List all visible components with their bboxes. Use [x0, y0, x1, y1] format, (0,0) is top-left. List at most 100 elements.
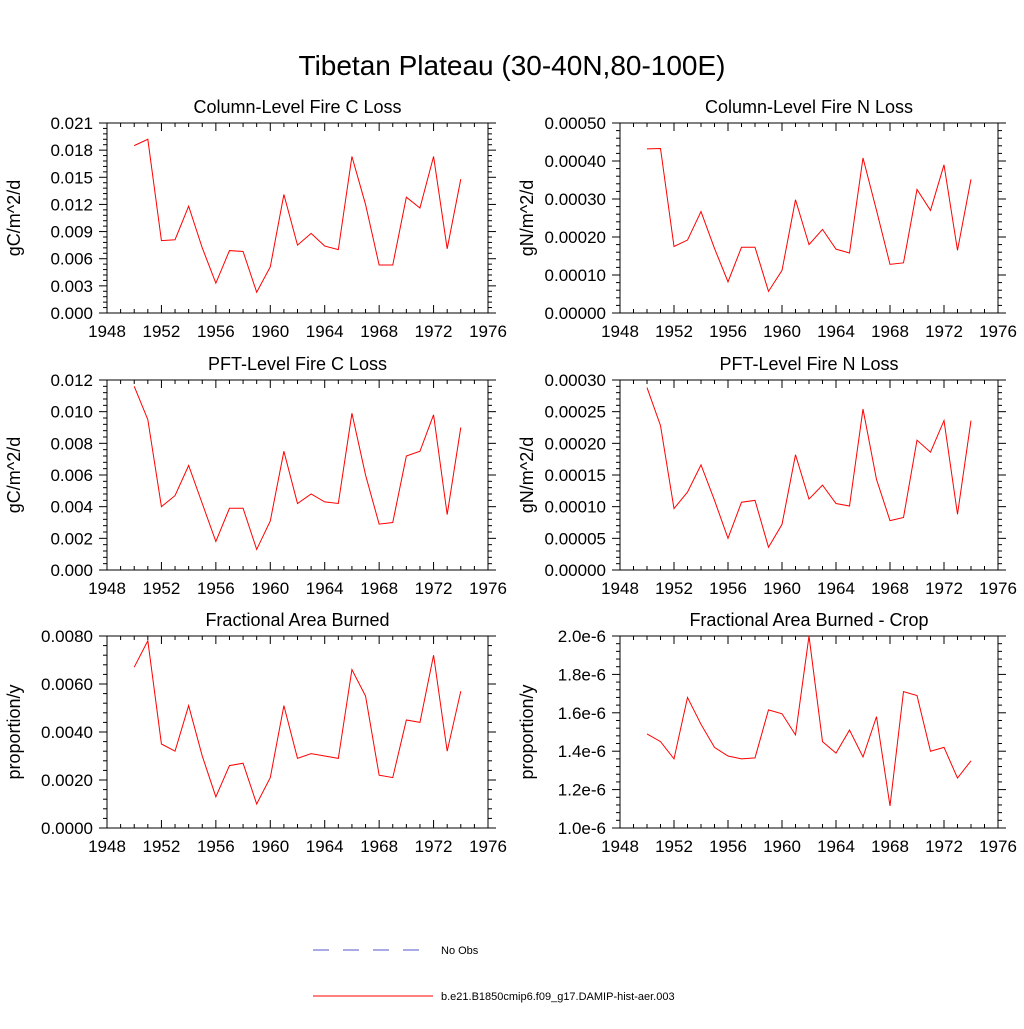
- x-tick-label: 1956: [197, 322, 235, 341]
- chart-panel-3: 1948 1952 1956 1960 1964 1968 1972 1976 0.000 0.0…: [4, 354, 507, 598]
- x-tick-label: 1948: [88, 322, 126, 341]
- y-tick-label: 1.8e-6: [558, 665, 606, 684]
- y-tick-label: 0.000: [50, 561, 93, 580]
- y-tick-label: 0.00040: [545, 152, 606, 171]
- y-tick-label: 0.004: [50, 498, 93, 517]
- y-tick-label: 0.010: [50, 403, 93, 422]
- x-tick-label: 1968: [360, 322, 398, 341]
- y-tick-label: 0.009: [50, 223, 93, 242]
- y-axis-label: gC/m^2/d: [4, 180, 24, 256]
- y-tick-label: 0.006: [50, 250, 93, 269]
- x-tick-label: 1976: [469, 837, 507, 856]
- y-tick-label: 0.0040: [41, 723, 93, 742]
- panel-title: Fractional Area Burned - Crop: [689, 610, 928, 630]
- y-tick-label: 1.2e-6: [558, 781, 606, 800]
- x-tick-label: 1964: [817, 579, 855, 598]
- x-tick-label: 1972: [925, 322, 963, 341]
- x-tick-label: 1968: [360, 579, 398, 598]
- y-tick-label: 0.0060: [41, 675, 93, 694]
- x-tick-label: 1952: [655, 322, 693, 341]
- x-tick-label: 1956: [709, 579, 747, 598]
- y-tick-label: 0.00020: [545, 434, 606, 453]
- x-tick-label: 1964: [817, 837, 855, 856]
- legend-label-no-obs: No Obs: [441, 945, 479, 957]
- x-tick-label: 1952: [655, 579, 693, 598]
- y-tick-label: 0.0020: [41, 771, 93, 790]
- x-tick-label: 1948: [601, 579, 639, 598]
- series-line: [133, 386, 462, 551]
- y-tick-label: 0.00025: [545, 403, 606, 422]
- series-line: [646, 147, 972, 293]
- x-tick-label: 1960: [763, 579, 801, 598]
- panel-title: Fractional Area Burned: [205, 610, 389, 630]
- y-tick-label: 0.00005: [545, 529, 606, 548]
- y-tick-label: 0.00000: [545, 304, 606, 323]
- y-tick-label: 0.015: [50, 168, 93, 187]
- x-tick-label: 1968: [871, 322, 909, 341]
- x-tick-label: 1960: [251, 579, 289, 598]
- series-line: [133, 639, 462, 806]
- x-tick-label: 1976: [979, 837, 1017, 856]
- x-tick-label: 1952: [143, 579, 181, 598]
- y-tick-label: 0.0000: [41, 819, 93, 838]
- y-tick-label: 1.6e-6: [558, 704, 606, 723]
- x-tick-label: 1976: [979, 579, 1017, 598]
- y-axis-label: proportion/y: [517, 684, 537, 779]
- x-tick-label: 1960: [763, 837, 801, 856]
- y-tick-label: 0.002: [50, 529, 93, 548]
- x-tick-label: 1964: [817, 322, 855, 341]
- x-tick-label: 1948: [601, 837, 639, 856]
- panel-title: PFT-Level Fire C Loss: [208, 354, 387, 374]
- x-tick-label: 1968: [360, 837, 398, 856]
- x-tick-label: 1948: [88, 837, 126, 856]
- x-tick-label: 1956: [197, 837, 235, 856]
- x-tick-label: 1960: [251, 837, 289, 856]
- plot-frame: [619, 379, 999, 571]
- panel-title: Column-Level Fire N Loss: [705, 97, 913, 117]
- x-tick-label: 1952: [655, 837, 693, 856]
- y-tick-label: 0.021: [50, 114, 93, 133]
- y-tick-label: 0.00000: [545, 561, 606, 580]
- chart-panel-4: 1948 1952 1956 1960 1964 1968 1972 1976 0.00000 0…: [517, 354, 1017, 598]
- x-tick-label: 1968: [871, 837, 909, 856]
- y-tick-label: 0.0080: [41, 627, 93, 646]
- y-tick-label: 0.00015: [545, 466, 606, 485]
- x-tick-label: 1956: [709, 837, 747, 856]
- y-tick-label: 0.008: [50, 434, 93, 453]
- y-axis-label: gC/m^2/d: [4, 437, 24, 513]
- chart-panel-5: 1948 1952 1956 1960 1964 1968 1972 1976 0.0000 0.…: [4, 610, 507, 856]
- x-tick-label: 1952: [143, 837, 181, 856]
- x-tick-label: 1972: [415, 837, 453, 856]
- series-line: [133, 138, 462, 294]
- x-tick-label: 1976: [469, 579, 507, 598]
- page-title: Tibetan Plateau (30-40N,80-100E): [299, 50, 726, 81]
- x-tick-label: 1964: [306, 837, 344, 856]
- chart-panel-1: 1948 1952 1956 1960 1964 1968 1972 1976 0.000 0.0…: [4, 97, 507, 341]
- x-tick-label: 1956: [197, 579, 235, 598]
- plot-frame: [106, 379, 489, 571]
- y-tick-label: 0.00050: [545, 114, 606, 133]
- chart-panel-2: 1948 1952 1956 1960 1964 1968 1972 1976 0.00000 0…: [517, 97, 1017, 341]
- x-tick-label: 1972: [415, 322, 453, 341]
- y-tick-label: 0.00030: [545, 371, 606, 390]
- y-axis-label: gN/m^2/d: [517, 180, 537, 256]
- y-tick-label: 0.012: [50, 195, 93, 214]
- series-line: [646, 387, 972, 549]
- y-tick-label: 0.018: [50, 141, 93, 160]
- x-tick-label: 1964: [306, 322, 344, 341]
- y-tick-label: 0.012: [50, 371, 93, 390]
- y-tick-label: 1.4e-6: [558, 742, 606, 761]
- x-tick-label: 1960: [251, 322, 289, 341]
- x-tick-label: 1972: [925, 837, 963, 856]
- plot-frame: [106, 635, 489, 829]
- y-tick-label: 0.00020: [545, 228, 606, 247]
- y-tick-label: 2.0e-6: [558, 627, 606, 646]
- y-tick-label: 0.000: [50, 304, 93, 323]
- y-tick-label: 1.0e-6: [558, 819, 606, 838]
- series-line: [646, 635, 972, 806]
- panel-title: Column-Level Fire C Loss: [193, 97, 401, 117]
- plot-frame: [619, 122, 999, 314]
- x-tick-label: 1976: [979, 322, 1017, 341]
- y-axis-label: proportion/y: [4, 684, 24, 779]
